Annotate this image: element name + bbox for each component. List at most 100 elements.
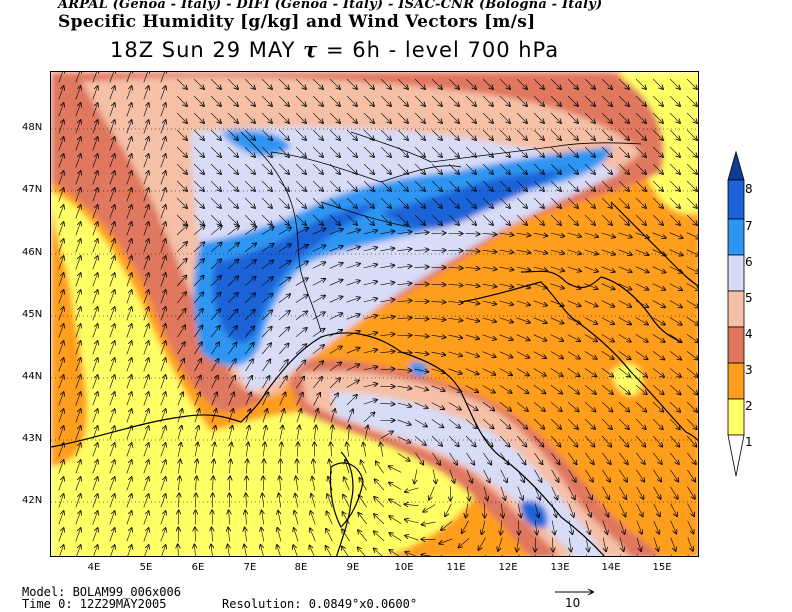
wind-vector bbox=[448, 78, 459, 89]
wind-vector bbox=[244, 227, 256, 235]
wind-vector bbox=[449, 469, 455, 483]
wind-vector bbox=[244, 112, 255, 123]
wind-vector bbox=[635, 283, 649, 290]
wind-vector bbox=[397, 129, 408, 140]
wind-vector bbox=[448, 146, 459, 157]
wind-vector bbox=[462, 520, 469, 533]
wind-vector bbox=[397, 436, 411, 443]
field-6-7-ligurian bbox=[409, 361, 428, 377]
wind-vector bbox=[465, 180, 476, 191]
wind-vector bbox=[448, 419, 460, 428]
wind-vector bbox=[160, 375, 166, 389]
wind-vector bbox=[245, 511, 247, 525]
wind-vector bbox=[567, 435, 577, 447]
wind-vector bbox=[567, 317, 581, 324]
wind-vector bbox=[635, 300, 648, 308]
wind-vector bbox=[431, 385, 445, 391]
wind-vector bbox=[279, 393, 286, 406]
wind-vector bbox=[211, 545, 213, 556]
wind-vector bbox=[295, 278, 308, 286]
humidity-colorbar bbox=[727, 150, 745, 477]
wind-vector bbox=[58, 511, 64, 525]
wind-vector bbox=[346, 314, 360, 320]
wind-vector bbox=[278, 244, 291, 252]
wind-vector bbox=[567, 163, 578, 174]
wind-vector bbox=[329, 112, 340, 123]
wind-vector bbox=[465, 95, 476, 106]
wind-vector bbox=[431, 335, 446, 337]
wind-vector bbox=[227, 310, 237, 321]
wind-vector bbox=[686, 351, 698, 359]
wind-vector bbox=[363, 282, 378, 286]
wind-vector bbox=[176, 214, 187, 225]
wind-vector bbox=[499, 180, 510, 191]
wind-vector bbox=[109, 171, 115, 185]
wind-vector bbox=[635, 78, 646, 89]
wind-vector bbox=[195, 494, 196, 508]
wind-vector bbox=[550, 249, 565, 254]
wind-vector bbox=[380, 95, 391, 106]
wind-vector bbox=[380, 163, 391, 174]
wind-vector bbox=[92, 341, 98, 355]
wind-vector bbox=[584, 78, 595, 89]
wind-vector bbox=[109, 528, 115, 542]
wind-vector bbox=[550, 112, 561, 123]
wind-vector bbox=[431, 78, 442, 89]
wind-vector bbox=[465, 418, 477, 428]
wind-vector bbox=[126, 460, 132, 474]
wind-vector bbox=[363, 112, 374, 123]
wind-vector bbox=[584, 214, 595, 225]
wind-vector bbox=[261, 78, 272, 89]
wind-vector bbox=[363, 400, 377, 405]
wind-vector bbox=[448, 385, 462, 392]
wind-vector bbox=[687, 452, 696, 464]
wind-vector bbox=[227, 112, 238, 123]
wind-vector bbox=[618, 317, 631, 325]
wind-vector bbox=[584, 249, 598, 254]
wind-vector bbox=[686, 367, 698, 377]
wind-vector bbox=[92, 443, 98, 457]
wind-vector bbox=[278, 278, 290, 286]
wind-vector bbox=[397, 180, 408, 191]
wind-vector bbox=[533, 435, 543, 447]
wind-vector bbox=[279, 409, 284, 423]
wind-vector bbox=[297, 426, 299, 440]
wind-vector bbox=[585, 520, 590, 534]
wind-vector bbox=[518, 503, 521, 518]
wind-vector bbox=[244, 326, 254, 338]
wind-vector bbox=[262, 494, 263, 508]
wind-vector bbox=[227, 163, 238, 174]
wind-vector bbox=[686, 249, 698, 256]
wind-vector bbox=[534, 452, 542, 464]
wind-vector bbox=[177, 326, 185, 338]
wind-vector bbox=[58, 443, 64, 457]
wind-vector bbox=[346, 364, 360, 371]
wind-vector bbox=[550, 129, 561, 140]
wind-vector bbox=[278, 78, 289, 89]
wind-vector bbox=[346, 95, 357, 106]
wind-vector bbox=[516, 78, 527, 89]
wind-vector bbox=[550, 232, 565, 236]
wind-vector bbox=[296, 377, 304, 389]
wind-vector bbox=[686, 401, 697, 412]
wind-vector bbox=[75, 103, 81, 117]
wind-vector bbox=[482, 334, 496, 340]
wind-vector bbox=[397, 95, 408, 106]
wind-vector bbox=[499, 197, 510, 208]
wind-vector bbox=[389, 533, 402, 541]
wind-vector bbox=[533, 351, 546, 359]
wind-vector bbox=[295, 245, 308, 252]
wind-vector bbox=[550, 180, 561, 191]
wind-vector bbox=[293, 545, 298, 556]
wind-vector bbox=[601, 351, 614, 359]
wind-vector bbox=[669, 146, 680, 157]
border-switzerland bbox=[270, 151, 462, 183]
wind-vector bbox=[329, 78, 340, 89]
wind-vector bbox=[414, 369, 429, 372]
wind-vector bbox=[126, 154, 132, 168]
wind-vector bbox=[58, 171, 64, 185]
wind-vector bbox=[499, 214, 510, 225]
wind-vector bbox=[75, 460, 81, 474]
wind-vector bbox=[329, 180, 340, 191]
wind-vector bbox=[397, 369, 412, 370]
